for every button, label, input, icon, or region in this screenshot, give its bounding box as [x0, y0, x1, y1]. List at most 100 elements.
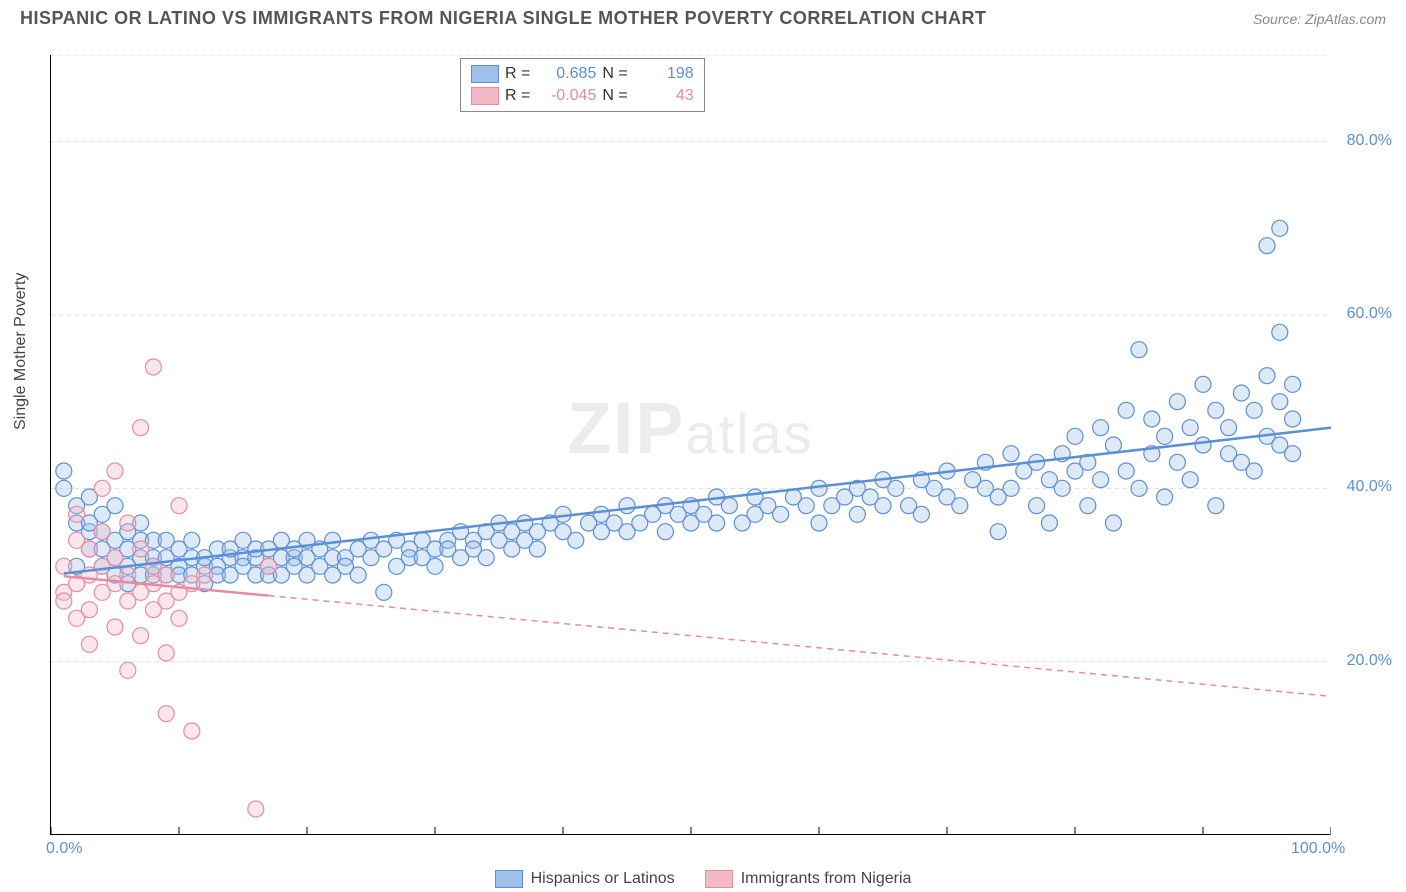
data-point: [184, 723, 200, 739]
trend-line: [64, 432, 1293, 573]
data-point: [248, 801, 264, 817]
data-point: [1157, 428, 1173, 444]
data-point: [1105, 437, 1121, 453]
data-point: [81, 602, 97, 618]
data-point: [158, 645, 174, 661]
data-point: [1208, 498, 1224, 514]
data-point: [709, 515, 725, 531]
data-point: [1221, 420, 1237, 436]
data-point: [1144, 411, 1160, 427]
data-point: [990, 524, 1006, 540]
data-point: [94, 480, 110, 496]
data-point: [1118, 402, 1134, 418]
data-point: [145, 359, 161, 375]
data-point: [875, 498, 891, 514]
data-point: [1131, 480, 1147, 496]
data-point: [1169, 454, 1185, 470]
data-point: [849, 506, 865, 522]
legend-swatch: [705, 870, 733, 888]
data-point: [1195, 376, 1211, 392]
data-point: [1259, 238, 1275, 254]
data-point: [184, 532, 200, 548]
data-point: [94, 524, 110, 540]
legend-label: Hispanics or Latinos: [531, 870, 675, 888]
data-point: [1093, 472, 1109, 488]
data-point: [158, 567, 174, 583]
data-point: [133, 420, 149, 436]
data-point: [1118, 463, 1134, 479]
data-point: [1285, 376, 1301, 392]
data-point: [1285, 411, 1301, 427]
data-point: [478, 550, 494, 566]
data-point: [1182, 420, 1198, 436]
data-point: [1182, 472, 1198, 488]
data-point: [120, 662, 136, 678]
data-point: [107, 550, 123, 566]
data-point: [1208, 402, 1224, 418]
data-point: [171, 498, 187, 514]
data-point: [325, 532, 341, 548]
y-tick-label: 60.0%: [1347, 305, 1392, 323]
legend-swatch: [495, 870, 523, 888]
data-point: [657, 524, 673, 540]
data-point: [952, 498, 968, 514]
data-point: [261, 558, 277, 574]
data-point: [427, 558, 443, 574]
data-point: [773, 506, 789, 522]
legend-item: Immigrants from Nigeria: [705, 870, 912, 888]
data-point: [1233, 385, 1249, 401]
data-point: [1285, 446, 1301, 462]
data-point: [913, 506, 929, 522]
data-point: [1246, 463, 1262, 479]
data-point: [1131, 342, 1147, 358]
data-point: [811, 515, 827, 531]
data-point: [1105, 515, 1121, 531]
data-point: [171, 610, 187, 626]
data-point: [888, 480, 904, 496]
data-point: [1003, 446, 1019, 462]
data-point: [81, 636, 97, 652]
data-point: [107, 463, 123, 479]
data-point: [56, 593, 72, 609]
data-point: [133, 628, 149, 644]
data-point: [133, 541, 149, 557]
y-axis-label: Single Mother Poverty: [12, 273, 30, 430]
data-point: [1054, 480, 1070, 496]
correlation-legend: R =0.685 N =198 R =-0.045 N =43: [460, 58, 705, 112]
legend-stat-row: R =-0.045 N =43: [471, 85, 694, 107]
data-point: [1041, 515, 1057, 531]
data-point: [197, 567, 213, 583]
data-point: [107, 619, 123, 635]
data-point: [721, 498, 737, 514]
data-point: [1272, 324, 1288, 340]
y-tick-label: 20.0%: [1347, 652, 1392, 670]
page-title: HISPANIC OR LATINO VS IMMIGRANTS FROM NI…: [20, 8, 987, 29]
data-point: [529, 541, 545, 557]
data-point: [376, 584, 392, 600]
data-point: [568, 532, 584, 548]
data-point: [1067, 428, 1083, 444]
data-point: [107, 498, 123, 514]
scatter-plot: ZIPatlas 20.0%40.0%60.0%80.0% 0.0%100.0%: [50, 55, 1330, 835]
data-point: [1080, 498, 1096, 514]
legend-swatch: [471, 65, 499, 83]
data-point: [1195, 437, 1211, 453]
data-point: [81, 541, 97, 557]
data-point: [56, 480, 72, 496]
data-point: [1259, 368, 1275, 384]
legend-item: Hispanics or Latinos: [495, 870, 675, 888]
source-label: Source: ZipAtlas.com: [1253, 11, 1386, 27]
data-point: [1169, 394, 1185, 410]
x-tick-label: 100.0%: [1291, 840, 1345, 858]
trend-line-ext: [269, 596, 1331, 697]
data-point: [1003, 480, 1019, 496]
legend-stat-row: R =0.685 N =198: [471, 63, 694, 85]
data-point: [350, 567, 366, 583]
y-tick-label: 80.0%: [1347, 132, 1392, 150]
data-point: [120, 515, 136, 531]
data-point: [56, 463, 72, 479]
data-point: [619, 498, 635, 514]
data-point: [1093, 420, 1109, 436]
legend-swatch: [471, 87, 499, 105]
data-point: [1157, 489, 1173, 505]
